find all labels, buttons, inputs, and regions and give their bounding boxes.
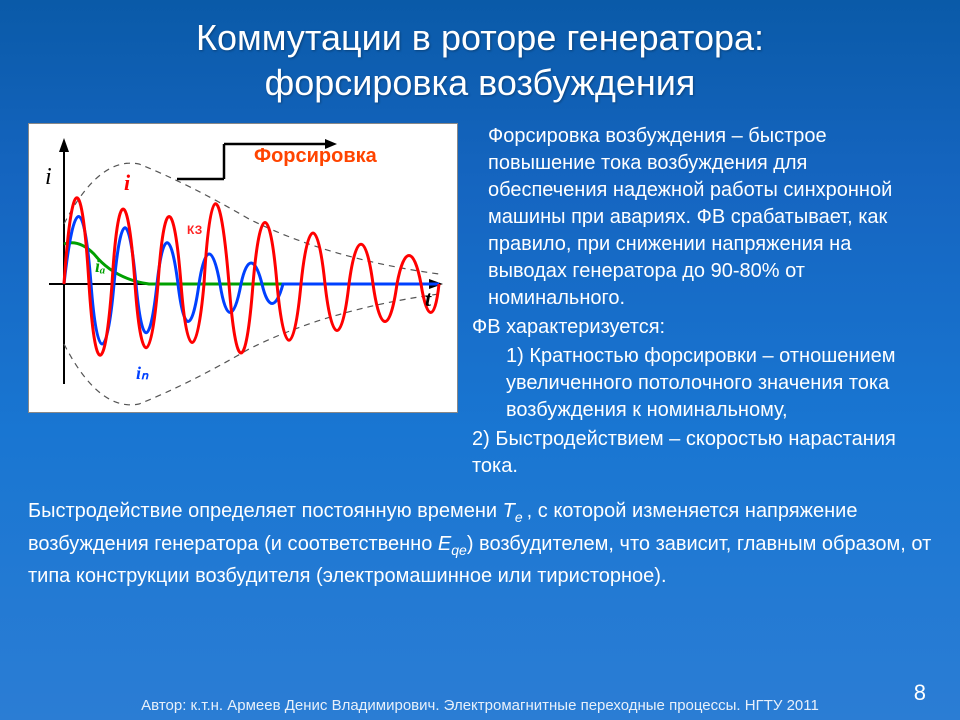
right-text: Форсировка возбуждения – быстрое повышен… [472,123,932,482]
label-forsirovka: Форсировка [254,145,378,167]
oscillation-chart: Форсировка КЗ i i iₐ iₙ t [28,123,458,413]
chart-container: Форсировка КЗ i i iₐ iₙ t [28,123,458,482]
slide-title: Коммутации в роторе генератора: форсиров… [0,0,960,123]
label-ia: iₐ [95,256,105,276]
page-number: 8 [914,680,926,706]
bottom-paragraph: Быстродействие определяет постоянную вре… [0,482,960,592]
symbol-eqe: Eqe [438,533,467,555]
label-kz: КЗ [187,223,202,237]
label-t: t [425,286,432,311]
list-item-2: 2) Быстродействием – скоростью нарастани… [472,426,932,480]
label-i-axis: i [45,164,52,190]
symbol-te: Te [503,500,523,522]
title-line2: форсировка возбуждения [265,62,696,103]
footer-author: Автор: к.т.н. Армеев Денис Владимирович.… [0,697,960,714]
label-in: iₙ [136,363,149,383]
list-item-1: 1) Кратностью форсировки – отношением ув… [472,343,932,424]
para-definition: Форсировка возбуждения – быстрое повышен… [472,123,932,312]
title-line1: Коммутации в роторе генератора: [196,17,764,58]
line-characteristics: ФВ характеризуется: [472,314,932,341]
label-i-red: i [124,170,131,195]
content-row: Форсировка КЗ i i iₐ iₙ t Форсировка воз… [0,123,960,482]
